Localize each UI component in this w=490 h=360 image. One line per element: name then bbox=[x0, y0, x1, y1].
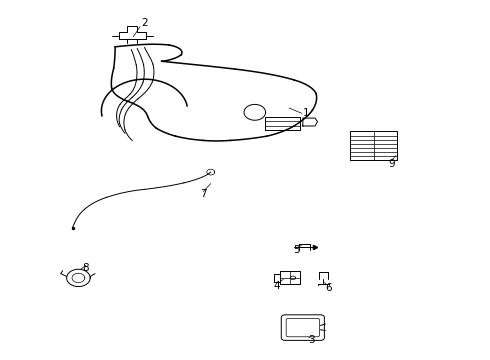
Text: 1: 1 bbox=[303, 108, 310, 118]
Text: 2: 2 bbox=[141, 18, 148, 28]
Text: 3: 3 bbox=[308, 335, 315, 345]
Text: 7: 7 bbox=[200, 189, 207, 199]
Text: 9: 9 bbox=[389, 159, 395, 169]
Text: 6: 6 bbox=[325, 283, 332, 293]
Text: 8: 8 bbox=[82, 263, 89, 273]
Text: 5: 5 bbox=[293, 245, 300, 255]
Text: 4: 4 bbox=[273, 281, 280, 291]
